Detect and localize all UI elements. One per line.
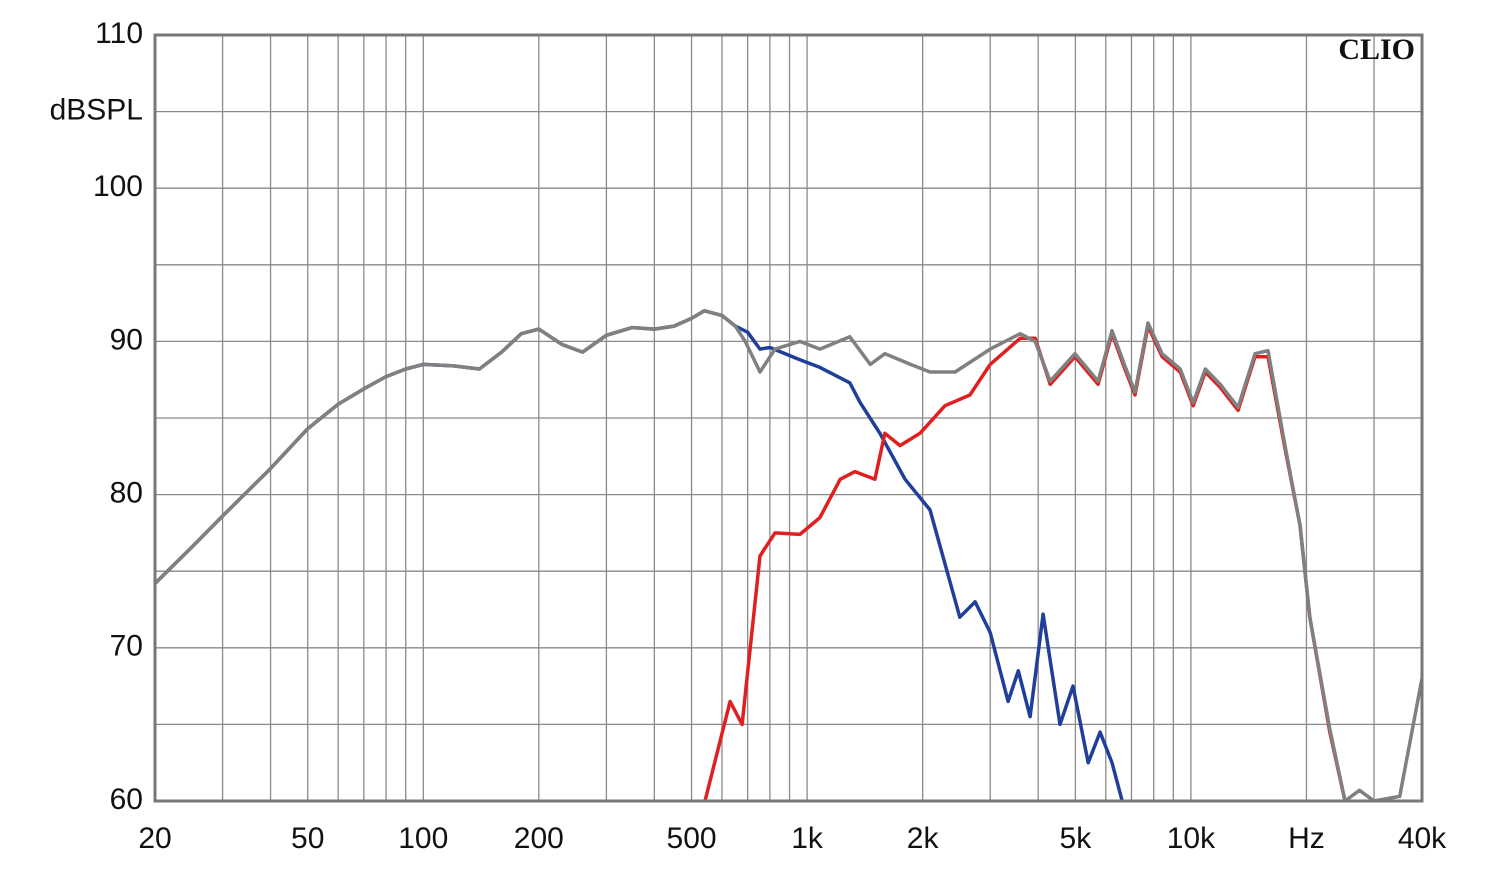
x-tick-label: 50 — [291, 822, 324, 855]
y-tick-label: 90 — [110, 323, 143, 356]
x-tick-label: 2k — [907, 822, 940, 855]
x-tick-label: Hz — [1288, 822, 1325, 855]
plot-frame — [153, 33, 1424, 803]
x-tick-label: 20 — [138, 822, 171, 855]
y-tick-label: 70 — [110, 630, 143, 663]
x-tick-label: 200 — [514, 822, 564, 855]
y-tick-label: 60 — [110, 783, 143, 816]
x-tick-label: 100 — [398, 822, 448, 855]
y-tick-label: 80 — [110, 477, 143, 510]
brand: CLIO — [1338, 33, 1415, 66]
x-tick-label: 10k — [1167, 822, 1216, 855]
x-tick-label: 40k — [1398, 822, 1447, 855]
x-tick-label: 1k — [791, 822, 824, 855]
x-tick-label: 500 — [667, 822, 717, 855]
x-tick-label: 5k — [1060, 822, 1093, 855]
y-axis-label: dBSPL — [50, 94, 143, 127]
y-tick-label: 110 — [95, 17, 143, 50]
y-tick-label: 100 — [93, 170, 143, 203]
series-line — [155, 309, 1422, 801]
plot-lines — [155, 309, 1422, 801]
